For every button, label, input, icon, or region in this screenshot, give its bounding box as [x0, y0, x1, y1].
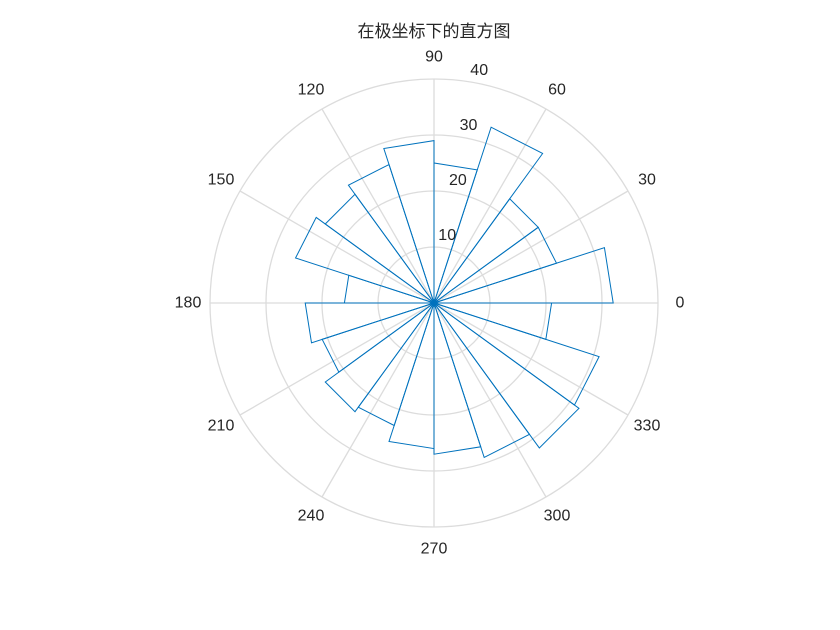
r-tick-label: 10: [438, 227, 456, 244]
theta-tick-label: 240: [298, 508, 325, 525]
theta-tick-label: 0: [676, 295, 685, 312]
polar-grid: [209, 78, 659, 528]
histogram-bar: [294, 216, 435, 304]
theta-tick-label: 270: [421, 541, 448, 558]
histogram-bar: [433, 302, 600, 406]
grid-spoke: [433, 108, 547, 304]
histogram-bar: [433, 302, 553, 340]
theta-tick-label: 210: [208, 418, 235, 435]
theta-tick-label: 90: [425, 49, 443, 66]
histogram-bars: [294, 126, 614, 459]
grid-spoke: [321, 302, 435, 498]
histogram-bar: [433, 198, 539, 304]
grid-spoke: [433, 302, 629, 416]
grid-spoke: [321, 108, 435, 304]
r-tick-label: 20: [449, 172, 467, 189]
theta-tick-label: 330: [634, 418, 661, 435]
grid-spoke: [239, 302, 435, 416]
theta-tick-label: 30: [638, 172, 656, 189]
histogram-bar: [324, 302, 435, 413]
histogram-bar: [433, 302, 580, 449]
grid-spoke: [433, 302, 547, 498]
chart-title: 在极坐标下的直方图: [358, 22, 511, 42]
theta-tick-label: 120: [298, 82, 325, 99]
grid-spoke: [239, 190, 435, 304]
tick-labels: 0 30 60 90 120 150 180 210 240 270 300 330 10 20 30 40: [175, 49, 685, 558]
histogram-bar: [347, 163, 435, 304]
theta-tick-label: 300: [544, 508, 571, 525]
theta-tick-label: 150: [208, 172, 235, 189]
r-tick-label: 40: [470, 62, 488, 79]
grid-spoke: [433, 190, 629, 304]
r-tick-label: 30: [460, 117, 478, 134]
histogram-bar: [324, 193, 435, 304]
theta-tick-label: 60: [548, 82, 566, 99]
theta-tick-label: 180: [175, 295, 202, 312]
